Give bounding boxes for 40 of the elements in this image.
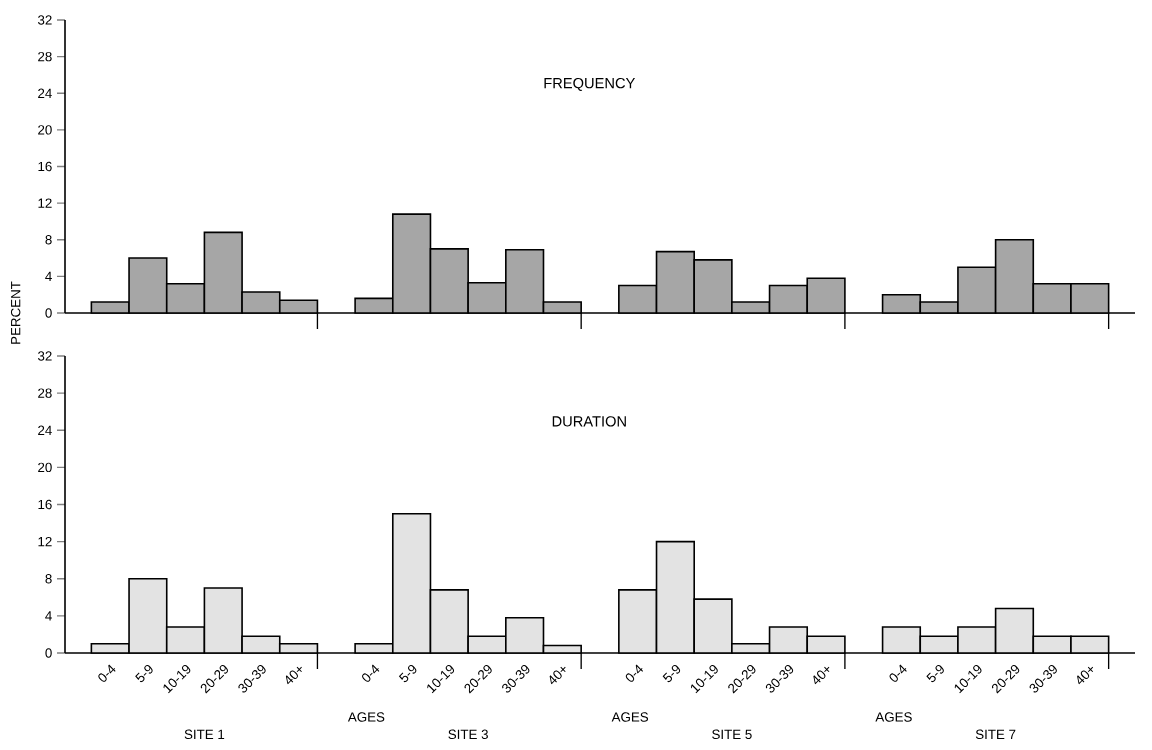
y-tick-label: 20 [38, 462, 52, 473]
y-tick-label: 16 [38, 161, 52, 172]
y-tick-label: 32 [37, 15, 52, 25]
y-tick-label: 0 [45, 308, 52, 318]
y-tick-label: 8 [45, 235, 52, 245]
text: FREQUENCY [544, 77, 636, 91]
y-axis-title: PERCENT [10, 281, 21, 344]
y-tick-label: 24 [38, 425, 52, 435]
y-tick-label: 24 [38, 88, 52, 98]
y-tick-label: 16 [38, 499, 52, 510]
y-tick-label: 8 [45, 574, 52, 584]
y-tick-label: 0 [45, 648, 52, 658]
text: AGES [347, 712, 385, 722]
x-tick-label: 5-9 [926, 665, 944, 683]
text: SITE 5 [712, 729, 752, 740]
y-tick-label: 12 [38, 536, 52, 547]
x-tick-label: 0-4 [889, 664, 907, 682]
text: SITE 3 [448, 729, 488, 740]
x-tick-label: 40+ [1077, 666, 1094, 685]
x-tick-label: 5-9 [135, 665, 153, 683]
y-tick-label: 20 [38, 125, 52, 135]
x-tick-label: 5-9 [398, 665, 417, 683]
y-tick-label: 28 [38, 51, 52, 62]
text: SITE 1 [184, 729, 225, 740]
y-tick-label: 32 [37, 351, 52, 361]
x-tick-label: 40+ [285, 666, 302, 685]
x-tick-label: 0-4 [98, 664, 116, 682]
text: AGES [875, 712, 912, 722]
y-tick-label: 12 [38, 198, 52, 208]
x-tick-label: 5-9 [662, 665, 681, 683]
x-tick-label: 0-4 [625, 664, 644, 682]
text: AGES [611, 712, 649, 722]
x-tick-label: 0-4 [362, 664, 380, 682]
text: DURATION [552, 416, 626, 427]
y-tick-label: 4 [45, 611, 52, 621]
x-tick-label: 40+ [549, 666, 566, 685]
text: SITE 7 [975, 729, 1016, 740]
x-tick-label: 40+ [813, 666, 830, 685]
y-tick-label: 4 [45, 271, 52, 281]
y-tick-label: 28 [38, 388, 52, 398]
